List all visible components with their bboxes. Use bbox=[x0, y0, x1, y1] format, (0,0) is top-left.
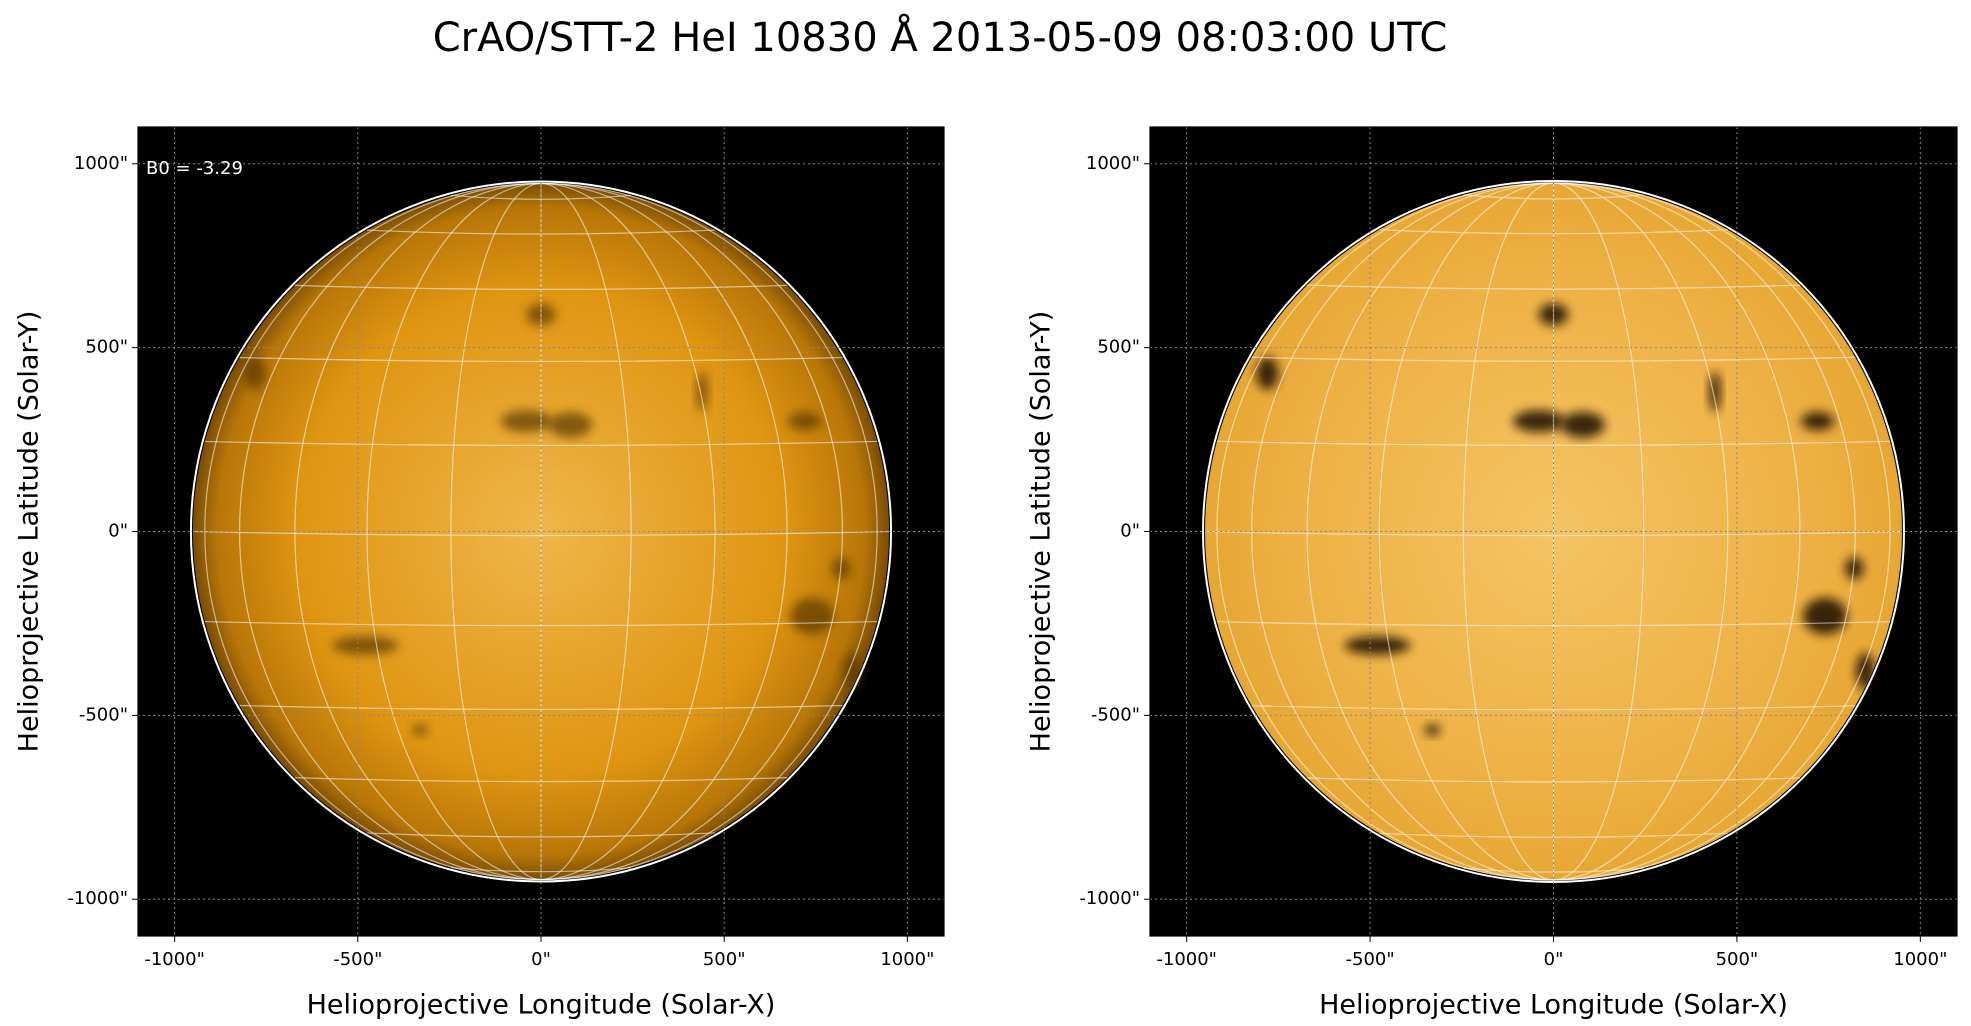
dark-filament bbox=[1802, 597, 1847, 635]
x-tick-label: 0" bbox=[531, 949, 551, 970]
parallel bbox=[1251, 705, 1856, 711]
y-tick-label: 0" bbox=[108, 521, 128, 542]
parallel bbox=[239, 356, 843, 363]
y-tick-label: -500" bbox=[79, 704, 128, 725]
y-tick-label: -1000" bbox=[1079, 888, 1140, 909]
y-tick-label: 0" bbox=[1120, 521, 1140, 542]
y-tick-label: 1000" bbox=[1086, 153, 1140, 174]
dark-filament bbox=[1560, 412, 1605, 438]
x-tick-label: -1000" bbox=[144, 949, 205, 970]
dark-filament bbox=[832, 557, 851, 580]
map-panel: -1000" -500" 0" 500" 1000" -1000" -500" 0" 500" 1… bbox=[14, 126, 945, 1021]
parallel bbox=[1205, 530, 1902, 537]
parallel bbox=[294, 284, 788, 290]
parallel bbox=[450, 867, 632, 873]
dark-filament bbox=[500, 410, 552, 433]
dark-filament bbox=[1856, 652, 1875, 690]
x-tick-label: -500" bbox=[1346, 949, 1395, 970]
y-tick-label: 500" bbox=[1097, 337, 1140, 358]
meridian bbox=[540, 182, 843, 881]
meridian bbox=[1462, 182, 1554, 881]
map-panel: -1000" -500" 0" 500" 1000" -1000" -500" 0" 500" 1… bbox=[1026, 126, 1958, 1021]
dark-filament bbox=[1513, 410, 1565, 433]
parallel bbox=[366, 229, 716, 235]
dark-filament bbox=[843, 652, 862, 690]
dark-filament bbox=[1256, 356, 1279, 390]
dark-filament bbox=[790, 597, 835, 635]
meridian bbox=[540, 182, 788, 881]
dark-filament bbox=[548, 412, 593, 438]
dark-filament bbox=[1344, 636, 1411, 655]
x-tick-label: -500" bbox=[333, 949, 382, 970]
y-tick-label: -1000" bbox=[67, 888, 128, 909]
y-tick-label: -500" bbox=[1091, 704, 1140, 725]
parallel bbox=[239, 704, 843, 711]
x-axis-label: Helioprojective Longitude (Solar-X) bbox=[1319, 990, 1788, 1021]
annotation: B0 = -3.29 bbox=[146, 158, 243, 179]
y-tick-label: 500" bbox=[85, 337, 128, 358]
dark-filament bbox=[1801, 412, 1835, 431]
parallel bbox=[1307, 284, 1800, 290]
x-tick-label: 1000" bbox=[880, 949, 934, 970]
dark-filament bbox=[1709, 371, 1721, 412]
meridian bbox=[1378, 182, 1554, 881]
dark-filament bbox=[244, 356, 267, 390]
x-tick-label: 500" bbox=[1716, 949, 1759, 970]
dark-filament bbox=[332, 636, 399, 655]
meridian bbox=[1553, 182, 1801, 881]
x-tick-label: 1000" bbox=[1893, 949, 1947, 970]
meridian bbox=[1553, 182, 1729, 881]
dark-filament bbox=[1845, 557, 1864, 580]
y-axis-label: Helioprojective Latitude (Solar-Y) bbox=[14, 311, 45, 753]
parallel bbox=[204, 440, 878, 447]
parallel bbox=[1216, 440, 1891, 446]
dark-filament bbox=[788, 412, 822, 431]
dark-filament bbox=[696, 371, 708, 412]
parallel bbox=[1251, 356, 1856, 362]
parallel bbox=[1216, 621, 1891, 627]
parallel bbox=[294, 777, 788, 783]
parallel bbox=[366, 832, 716, 838]
parallel bbox=[1307, 777, 1800, 783]
y-axis-label: Helioprojective Latitude (Solar-Y) bbox=[1026, 311, 1057, 753]
x-tick-label: 0" bbox=[1544, 949, 1564, 970]
limb bbox=[1202, 180, 1905, 883]
parallel bbox=[204, 620, 878, 627]
plot-frame bbox=[1149, 126, 1958, 937]
parallel bbox=[192, 530, 890, 537]
y-tick-label: 1000" bbox=[74, 153, 128, 174]
meridian bbox=[366, 182, 542, 881]
dark-filament bbox=[412, 724, 428, 736]
parallel bbox=[450, 194, 632, 200]
dark-filament bbox=[1425, 724, 1440, 736]
limb bbox=[189, 180, 893, 883]
meridian bbox=[1306, 182, 1554, 881]
x-tick-label: 500" bbox=[703, 949, 746, 970]
meridian bbox=[1553, 182, 1645, 881]
figure-title: CrAO/STT-2 HeI 10830 Å 2013-05-09 08:03:… bbox=[433, 13, 1448, 61]
x-tick-label: -1000" bbox=[1156, 949, 1217, 970]
plot-frame bbox=[137, 126, 945, 937]
x-axis-label: Helioprojective Longitude (Solar-X) bbox=[307, 990, 776, 1021]
meridian bbox=[450, 182, 542, 881]
meridian bbox=[540, 182, 632, 881]
